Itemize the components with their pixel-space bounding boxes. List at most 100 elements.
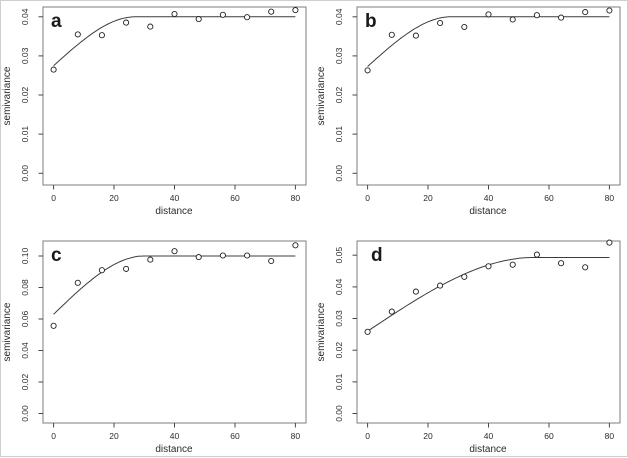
panel-letter: a <box>51 11 62 32</box>
x-tick-label: 80 <box>291 431 301 441</box>
x-tick-label: 20 <box>109 193 119 203</box>
data-point <box>147 23 154 30</box>
x-tick-label: 0 <box>365 431 370 441</box>
x-tick-label: 20 <box>423 193 433 203</box>
x-tick-label: 20 <box>109 431 119 441</box>
y-tick-label: 0.03 <box>334 310 344 327</box>
fit-line <box>53 255 296 315</box>
y-tick-label: 0.03 <box>334 47 344 64</box>
x-tick-label: 0 <box>51 193 56 203</box>
data-point <box>606 239 613 246</box>
x-tick-label: 60 <box>230 431 240 441</box>
data-point <box>412 288 419 295</box>
panel-d: 0 20 40 60 80 0.00 0.01 0.02 0.03 0.04 0.05 d dist… <box>315 229 628 458</box>
semivariogram-plot-b: 0 20 40 60 80 0.00 0.01 0.02 0.03 0.04 b distance… <box>316 6 621 217</box>
x-tick-label: 80 <box>605 431 615 441</box>
data-point <box>364 67 371 74</box>
data-point <box>461 23 468 31</box>
plot-area: 0 20 40 60 80 0.00 0.02 0.04 0.06 0.08 0.10 <box>20 240 307 441</box>
x-tick-label: 20 <box>423 431 433 441</box>
data-point <box>364 328 371 335</box>
data-point <box>219 11 226 18</box>
y-tick-label: 0.00 <box>20 405 30 422</box>
panel-letter: c <box>51 245 62 266</box>
y-tick-label: 0.00 <box>334 405 344 422</box>
data-point <box>437 19 444 27</box>
data-point <box>123 265 130 272</box>
x-tick-label: 0 <box>365 193 370 203</box>
y-tick-label: 0.04 <box>334 278 344 295</box>
x-tick-label: 40 <box>484 193 494 203</box>
data-point <box>195 254 202 261</box>
y-tick-label: 0.08 <box>20 279 30 296</box>
x-tick-label: 60 <box>230 193 240 203</box>
x-tick-label: 80 <box>291 193 301 203</box>
data-point <box>533 251 540 258</box>
data-point <box>50 322 57 329</box>
data-point <box>147 256 154 263</box>
fit-line <box>53 16 296 67</box>
y-tick-label: 0.06 <box>20 310 30 327</box>
x-tick-label: 40 <box>170 193 180 203</box>
y-tick-label: 0.00 <box>20 165 30 182</box>
y-tick-label: 0.02 <box>20 373 30 390</box>
y-axis-label: semivariance <box>316 302 327 361</box>
plot-box <box>42 6 307 186</box>
data-point <box>558 14 565 21</box>
data-point <box>461 273 468 280</box>
x-tick-label: 40 <box>484 431 494 441</box>
data-point <box>50 66 57 73</box>
data-point <box>244 14 251 21</box>
data-point <box>98 267 105 274</box>
data-point <box>292 7 299 14</box>
y-tick-label: 0.04 <box>20 8 30 25</box>
plot-box <box>42 240 307 424</box>
data-point <box>437 282 444 289</box>
y-tick-label: 0.04 <box>334 8 344 25</box>
panel-c: 0 20 40 60 80 0.00 0.02 0.04 0.06 0.08 0.10 c dist… <box>1 229 315 458</box>
x-tick-label: 80 <box>605 193 615 203</box>
y-tick-label: 0.02 <box>334 342 344 359</box>
y-tick-label: 0.01 <box>334 373 344 390</box>
x-tick-label: 60 <box>544 193 554 203</box>
y-tick-label: 0.01 <box>20 126 30 143</box>
data-point <box>485 11 492 18</box>
data-point <box>292 242 299 249</box>
semivariogram-plot-c: 0 20 40 60 80 0.00 0.02 0.04 0.06 0.08 0.10 c dist… <box>2 240 307 455</box>
y-tick-label: 0.02 <box>20 86 30 103</box>
data-point <box>171 10 178 18</box>
y-axis-label: semivariance <box>2 302 13 361</box>
panel-letter: b <box>365 11 377 32</box>
data-point <box>388 31 395 38</box>
data-point <box>558 260 565 267</box>
data-point <box>171 248 178 255</box>
data-point <box>268 257 275 265</box>
data-point <box>74 31 81 38</box>
plot-area: 0 20 40 60 80 0.00 0.01 0.02 0.03 0.04 <box>20 6 307 203</box>
y-tick-label: 0.03 <box>20 47 30 64</box>
data-point <box>123 19 130 26</box>
semivariogram-plot-d: 0 20 40 60 80 0.00 0.01 0.02 0.03 0.04 0.05 d dist… <box>316 239 621 455</box>
y-axis-label: semivariance <box>316 66 327 125</box>
data-point <box>195 16 202 23</box>
panel-letter: d <box>371 245 383 266</box>
data-point <box>509 261 516 268</box>
x-axis-label: distance <box>155 206 193 217</box>
x-axis-label: distance <box>469 206 507 217</box>
y-tick-label: 0.10 <box>20 247 30 264</box>
data-point <box>98 32 105 39</box>
plot-area: 0 20 40 60 80 0.00 0.01 0.02 0.03 0.04 0.05 <box>334 239 621 441</box>
data-point <box>485 263 492 270</box>
panel-b: 0 20 40 60 80 0.00 0.01 0.02 0.03 0.04 b distance… <box>315 1 628 229</box>
data-point <box>219 252 226 259</box>
data-point <box>412 32 419 39</box>
plot-box <box>356 6 621 186</box>
x-tick-label: 40 <box>170 431 180 441</box>
y-tick-label: 0.01 <box>334 126 344 143</box>
data-point <box>606 7 613 14</box>
data-point <box>74 279 81 286</box>
y-tick-label: 0.00 <box>334 165 344 182</box>
data-point <box>582 264 589 271</box>
fit-line <box>367 16 610 67</box>
